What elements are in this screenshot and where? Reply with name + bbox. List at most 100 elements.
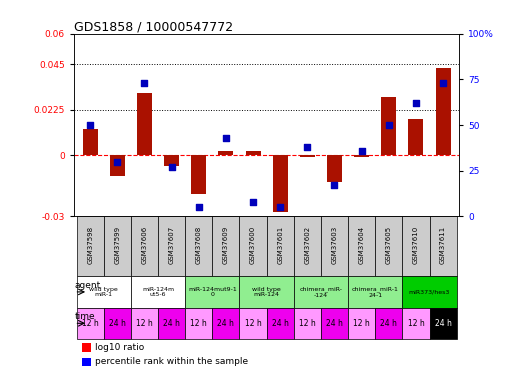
Text: 12 h: 12 h — [82, 319, 99, 328]
Bar — [246, 152, 260, 156]
Text: 12 h: 12 h — [353, 319, 370, 328]
Bar — [300, 156, 315, 158]
Text: chimera_miR-
-124: chimera_miR- -124 — [299, 286, 343, 298]
Text: wild type
miR-124: wild type miR-124 — [252, 286, 281, 297]
Bar — [82, 343, 91, 352]
Bar — [164, 156, 179, 166]
Text: GSM37609: GSM37609 — [223, 226, 229, 264]
Bar — [402, 308, 429, 339]
Text: 12 h: 12 h — [299, 319, 316, 328]
Point — [439, 80, 447, 86]
Bar — [83, 129, 98, 156]
Text: wild type
miR-1: wild type miR-1 — [89, 286, 118, 297]
Bar — [321, 308, 348, 339]
Bar — [321, 216, 348, 276]
Text: GSM37605: GSM37605 — [386, 226, 392, 264]
Point — [167, 164, 176, 170]
Text: 12 h: 12 h — [191, 319, 207, 328]
Bar — [82, 357, 91, 366]
Text: GSM37608: GSM37608 — [196, 226, 202, 264]
Text: miR-124m
ut5-6: miR-124m ut5-6 — [142, 286, 174, 297]
Text: 24 h: 24 h — [272, 319, 289, 328]
Point — [113, 159, 121, 165]
Text: 12 h: 12 h — [408, 319, 425, 328]
Bar — [436, 68, 450, 156]
Bar — [409, 119, 423, 156]
Text: GSM37611: GSM37611 — [440, 226, 446, 264]
Bar — [185, 276, 240, 308]
Point — [357, 148, 366, 154]
Point — [140, 80, 149, 86]
Bar — [158, 308, 185, 339]
Bar — [185, 216, 212, 276]
Bar — [104, 308, 131, 339]
Text: miR373/hes3: miR373/hes3 — [409, 290, 450, 294]
Bar — [77, 276, 131, 308]
Text: 24 h: 24 h — [163, 319, 180, 328]
Bar — [131, 276, 185, 308]
Text: 24 h: 24 h — [435, 319, 451, 328]
Bar — [294, 276, 348, 308]
Point — [412, 100, 420, 106]
Bar — [429, 308, 457, 339]
Text: agent: agent — [74, 280, 101, 290]
Point — [276, 204, 285, 210]
Bar — [402, 276, 457, 308]
Bar — [191, 156, 206, 194]
Bar — [158, 216, 185, 276]
Text: GSM37599: GSM37599 — [115, 226, 120, 264]
Text: 24 h: 24 h — [326, 319, 343, 328]
Text: chimera_miR-1
24-1: chimera_miR-1 24-1 — [352, 286, 399, 298]
Text: 12 h: 12 h — [244, 319, 261, 328]
Point — [86, 122, 95, 128]
Text: 12 h: 12 h — [136, 319, 153, 328]
Bar — [348, 216, 375, 276]
Text: GSM37606: GSM37606 — [142, 226, 147, 264]
Bar — [381, 97, 396, 156]
Point — [384, 122, 393, 128]
Text: log10 ratio: log10 ratio — [95, 343, 144, 352]
Bar — [294, 216, 321, 276]
Bar — [375, 216, 402, 276]
Text: GSM37607: GSM37607 — [168, 226, 175, 264]
Bar — [327, 156, 342, 182]
Bar — [240, 308, 267, 339]
Point — [303, 144, 312, 150]
Bar — [77, 308, 104, 339]
Bar — [110, 156, 125, 176]
Bar — [429, 216, 457, 276]
Bar — [212, 308, 240, 339]
Bar — [240, 276, 294, 308]
Bar — [348, 308, 375, 339]
Text: GDS1858 / 10000547772: GDS1858 / 10000547772 — [74, 21, 233, 34]
Bar — [267, 308, 294, 339]
Bar — [240, 216, 267, 276]
Bar — [137, 93, 152, 156]
Text: GSM37603: GSM37603 — [332, 226, 337, 264]
Text: GSM37600: GSM37600 — [250, 226, 256, 264]
Text: GSM37598: GSM37598 — [87, 226, 93, 264]
Text: time: time — [74, 312, 95, 321]
Text: miR-124mut9-1
0: miR-124mut9-1 0 — [188, 286, 237, 297]
Bar — [77, 216, 104, 276]
Bar — [267, 216, 294, 276]
Bar — [354, 156, 369, 158]
Point — [331, 182, 339, 188]
Text: 24 h: 24 h — [380, 319, 397, 328]
Text: GSM37602: GSM37602 — [304, 226, 310, 264]
Bar — [131, 308, 158, 339]
Bar — [212, 216, 240, 276]
Text: percentile rank within the sample: percentile rank within the sample — [95, 357, 248, 366]
Bar — [348, 276, 402, 308]
Bar — [402, 216, 429, 276]
Text: GSM37610: GSM37610 — [413, 226, 419, 264]
Bar — [273, 156, 288, 212]
Point — [222, 135, 230, 141]
Bar — [185, 308, 212, 339]
Text: GSM37601: GSM37601 — [277, 226, 283, 264]
Text: GSM37604: GSM37604 — [359, 226, 365, 264]
Point — [194, 204, 203, 210]
Bar — [104, 216, 131, 276]
Point — [249, 199, 257, 205]
Bar — [294, 308, 321, 339]
